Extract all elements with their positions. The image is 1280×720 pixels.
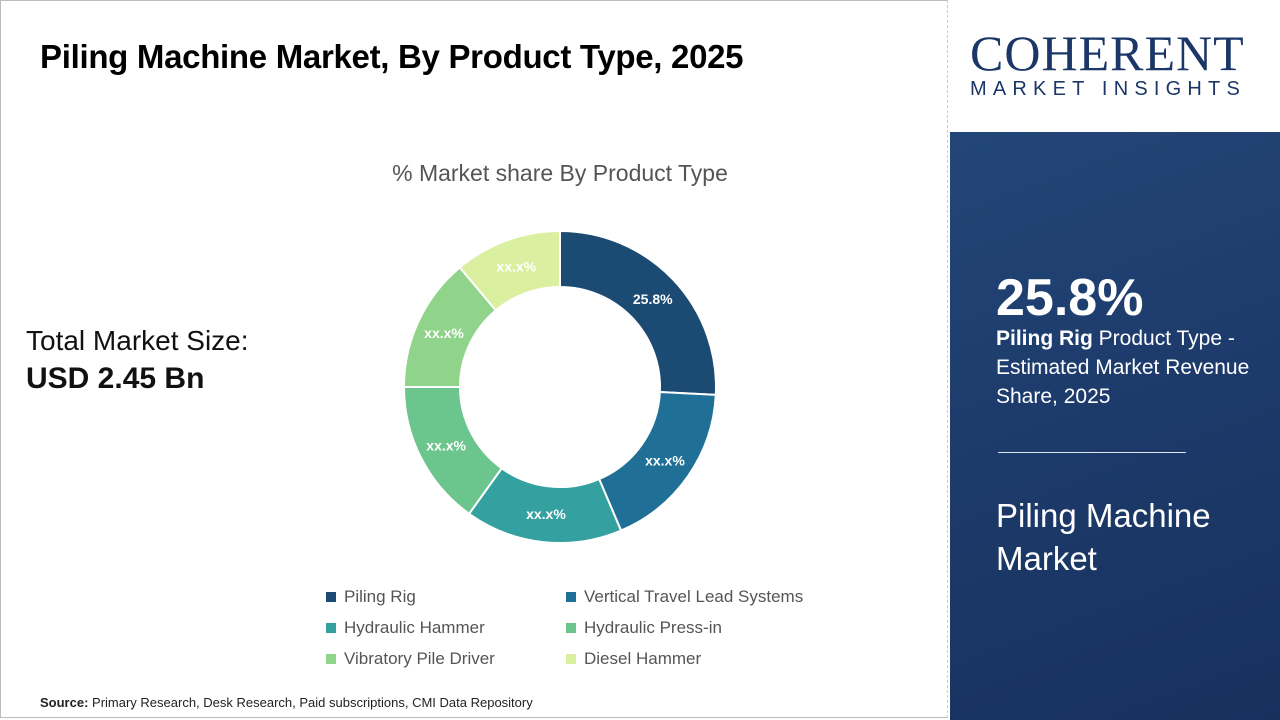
source-label: Source: [40,695,89,710]
chart-frame [0,0,948,718]
source-note: Source: Primary Research, Desk Research,… [40,695,533,710]
legend-label: Hydraulic Press-in [584,618,722,637]
legend-label: Vibratory Pile Driver [344,649,495,668]
legend-swatch [566,592,576,602]
slice-label: xx.x% [526,506,566,522]
slice-label: xx.x% [496,259,536,275]
slice-label: xx.x% [426,437,466,453]
highlight-text: Product Type - Estimated Market Revenue … [996,327,1250,408]
legend-item: Piling Rig [326,586,566,608]
chart-title: % Market share By Product Type [392,160,728,186]
legend-label: Hydraulic Hammer [344,618,485,637]
legend-item: Vertical Travel Lead Systems [566,586,846,608]
logo-wordmark: COHERENT [970,25,1245,81]
highlight-description: Piling Rig Product Type - Estimated Mark… [996,324,1266,411]
legend-swatch [566,623,576,633]
legend-label: Piling Rig [344,587,416,606]
donut-slice-piling-rig [559,229,717,396]
highlight-panel: 25.8% Piling Rig Product Type - Estimate… [950,132,1280,720]
slice-label: xx.x% [424,325,464,341]
legend-swatch [326,654,336,664]
source-text: Primary Research, Desk Research, Paid su… [88,695,533,710]
legend-item: Vibratory Pile Driver [326,648,566,670]
total-market-value: USD 2.45 Bn [26,362,205,395]
logo-tagline: MARKET INSIGHTS [970,78,1246,100]
slice-label: 25.8% [633,291,673,307]
legend-item: Hydraulic Press-in [566,617,846,639]
legend-swatch [326,623,336,633]
donut-chart: 25.8% xx.x% xx.x% xx.x% xx.x% xx.x% [402,229,717,544]
total-market-label: Total Market Size: [26,325,249,356]
donut-slice-diesel-hammer [458,229,561,312]
chart-legend: Piling Rig Vertical Travel Lead Systems Hy… [326,586,846,670]
legend-item: Diesel Hammer [566,648,846,670]
market-name: Piling Machine Market [996,497,1211,577]
highlight-segment: Piling Rig [996,327,1093,350]
logo: COHERENT MARKET INSIGHTS [950,0,1280,132]
page-title: Piling Machine Market, By Product Type, … [40,38,744,75]
legend-label: Diesel Hammer [584,649,702,668]
legend-label: Vertical Travel Lead Systems [584,587,804,606]
highlight-value: 25.8% [996,269,1144,327]
divider [998,452,1186,453]
slice-label: xx.x% [645,452,685,468]
legend-swatch [566,654,576,664]
legend-swatch [326,592,336,602]
legend-item: Hydraulic Hammer [326,617,566,639]
